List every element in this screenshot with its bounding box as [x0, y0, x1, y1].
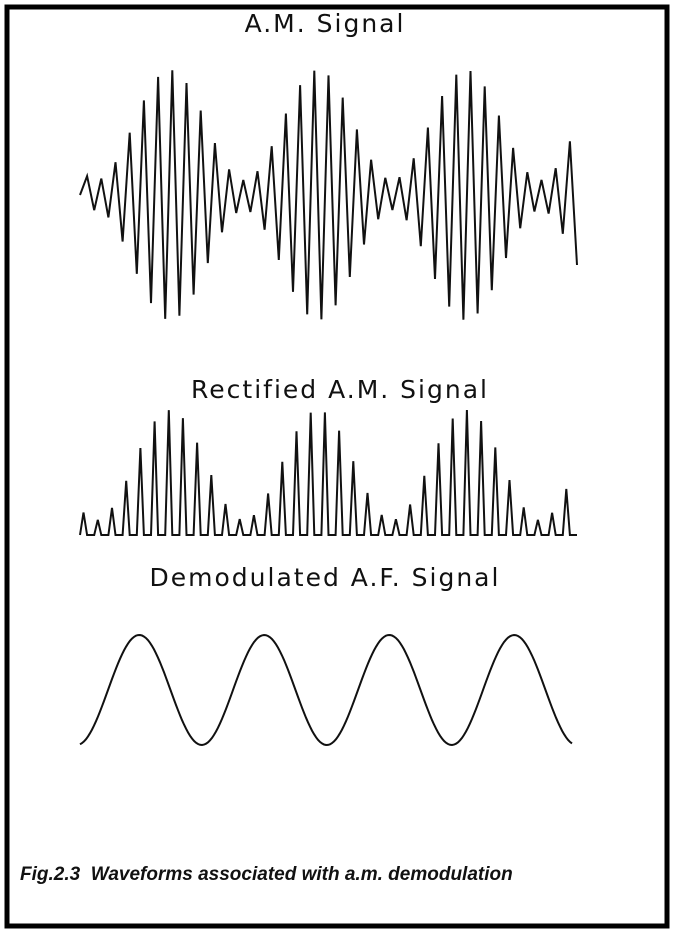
caption: Fig.2.3 Waveforms associated with a.m. d…: [20, 864, 513, 885]
demodulated-waveform: [79, 633, 573, 747]
demodulated-label: Demodulated A.F. Signal: [150, 563, 501, 592]
rectified-label: Rectified A.M. Signal: [191, 375, 489, 404]
am-label: A.M. Signal: [245, 9, 406, 38]
am-waveform: [79, 70, 578, 320]
rectified-waveform: [79, 409, 577, 536]
